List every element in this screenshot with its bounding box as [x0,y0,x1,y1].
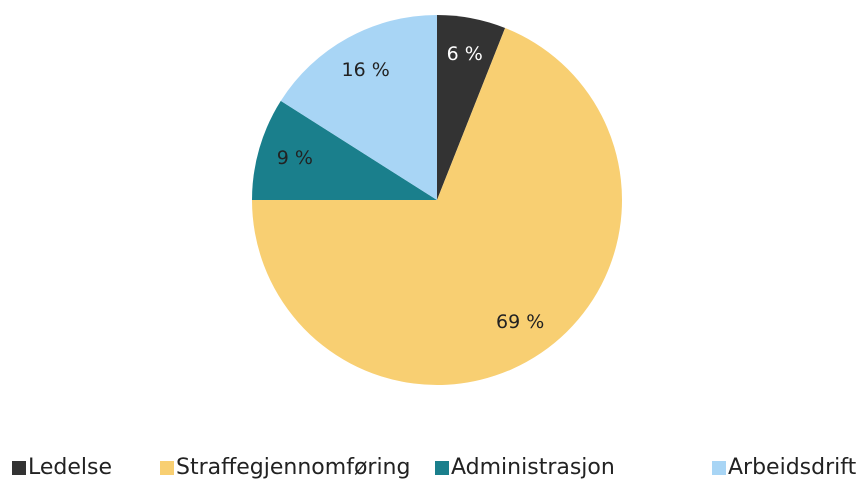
pie-slice [280,15,437,200]
data-label: 9 % [277,147,313,169]
legend-label: Arbeidsdrift [728,455,857,480]
legend-swatch [712,461,726,475]
legend-label: Administrasjon [451,455,615,480]
legend-swatch [435,461,449,475]
pie-slice [252,27,622,386]
data-label: 16 % [342,59,390,81]
legend-label: Straffegjennomføring [176,455,410,480]
pie-slice [437,15,506,200]
pie-slice [252,100,437,200]
data-label: 6 % [447,43,483,65]
legend-swatch [160,461,174,475]
data-label: 69 % [496,311,544,333]
legend-swatch [12,461,26,475]
legend-label: Ledelse [28,455,112,480]
